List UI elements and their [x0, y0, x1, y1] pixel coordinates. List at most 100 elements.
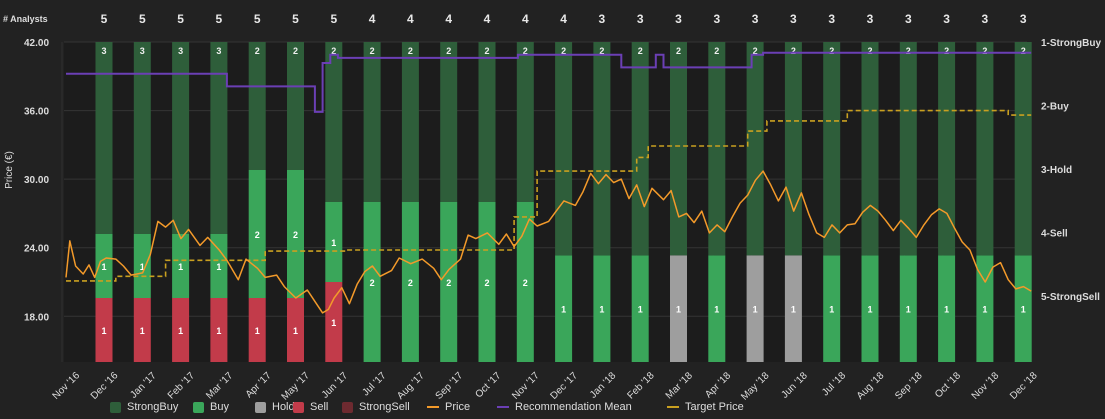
- y-tick-label: 42.00: [24, 38, 49, 49]
- bar-value-label: 2: [446, 46, 451, 56]
- legend-item-hold[interactable]: Hold: [255, 398, 295, 416]
- bar-value-label: 1: [867, 305, 872, 315]
- bar-segment-sb: [899, 42, 917, 256]
- bar-value-label: 1: [599, 305, 604, 315]
- legend-label: StrongBuy: [127, 401, 179, 413]
- analyst-count: 4: [407, 12, 414, 26]
- bar-value-label: 1: [714, 305, 719, 315]
- bar-value-label: 1: [178, 326, 183, 336]
- legend-item-recommendation-mean[interactable]: Recommendation Mean: [497, 398, 632, 416]
- bar-value-label: 2: [1021, 46, 1026, 56]
- bar-value-label: 2: [408, 278, 413, 288]
- bar-segment-sb: [1014, 42, 1032, 256]
- legend-item-buy[interactable]: Buy: [193, 398, 229, 416]
- y-tick-label: 30.00: [24, 175, 49, 186]
- bar-segment-buy: [899, 255, 917, 362]
- x-tick-label: Mar '17: [204, 370, 235, 401]
- bar-segment-sb: [938, 42, 956, 256]
- analyst-count: 5: [216, 12, 223, 26]
- bar-segment-sell: [210, 298, 228, 362]
- legend-item-price[interactable]: Price: [427, 398, 470, 416]
- bar-segment-buy: [401, 202, 419, 362]
- bar-segment-sb: [401, 42, 419, 202]
- bar-value-label: 2: [944, 46, 949, 56]
- bar-segment-buy: [593, 255, 611, 362]
- bar-value-label: 1: [1021, 305, 1026, 315]
- bar-value-label: 1: [753, 305, 758, 315]
- right-axis-label: 2-Buy: [1041, 102, 1069, 113]
- legend-item-strongbuy[interactable]: StrongBuy: [110, 398, 178, 416]
- bar-segment-buy: [1014, 255, 1032, 362]
- bar-segment-sell: [287, 298, 304, 362]
- bar-segment-sb: [976, 42, 994, 256]
- bar-value-label: 1: [101, 262, 106, 272]
- bar-segment-sb: [210, 42, 228, 234]
- legend-swatch: [110, 401, 121, 413]
- bar-value-label: 1: [178, 262, 183, 272]
- plot-area: [64, 42, 1027, 362]
- analyst-count: 5: [101, 12, 108, 26]
- bar-value-label: 2: [370, 278, 375, 288]
- y-tick-label: 24.00: [24, 244, 49, 255]
- analyst-count: 5: [330, 12, 337, 26]
- analyst-count: 5: [177, 12, 184, 26]
- bar-segment-sell: [133, 298, 151, 362]
- analyst-count: 3: [982, 12, 989, 26]
- bar-segment-buy: [976, 255, 994, 362]
- bar-value-label: 3: [140, 46, 145, 56]
- analyst-count: 3: [599, 12, 606, 26]
- legend-label: Hold: [272, 401, 295, 413]
- bar-segment-sb: [861, 42, 879, 256]
- legend-item-sell[interactable]: Sell: [293, 398, 328, 416]
- bar-value-label: 2: [255, 230, 260, 240]
- legend-item-strongsell[interactable]: StrongSell: [342, 398, 410, 416]
- bar-value-label: 2: [599, 46, 604, 56]
- bar-segment-buy: [172, 234, 190, 298]
- bar-value-label: 2: [293, 46, 298, 56]
- bar-segment-buy: [555, 255, 573, 362]
- bar-segment-buy: [631, 255, 649, 362]
- right-axis-label: 4-Sell: [1041, 229, 1068, 240]
- right-axis-label: 1-StrongBuy: [1041, 38, 1101, 49]
- analyst-count: 4: [522, 12, 529, 26]
- bar-value-label: 1: [255, 326, 260, 336]
- bar-segment-sb: [133, 42, 151, 234]
- analyst-count: 3: [752, 12, 759, 26]
- analyst-count: 3: [828, 12, 835, 26]
- bar-value-label: 3: [101, 46, 106, 56]
- bar-segment-sb: [516, 42, 534, 202]
- bar-value-label: 2: [484, 46, 489, 56]
- legend-swatch: [667, 406, 679, 408]
- y-tick-label: 36.00: [24, 107, 49, 118]
- x-tick-label: Jul '18: [820, 370, 848, 398]
- bar-value-label: 3: [178, 46, 183, 56]
- legend-label: Sell: [310, 401, 329, 413]
- right-axis-label: 3-Hold: [1041, 165, 1072, 176]
- bar-segment-sell: [95, 298, 113, 362]
- x-tick-label: Jan '17: [128, 370, 159, 401]
- bar-value-label: 2: [561, 46, 566, 56]
- bar-segment-buy: [210, 234, 228, 298]
- x-tick-label: Jul '17: [361, 370, 389, 398]
- analyst-count: 3: [790, 12, 797, 26]
- bar-value-label: 2: [867, 46, 872, 56]
- bar-value-label: 1: [216, 262, 221, 272]
- bar-value-label: 2: [255, 46, 260, 56]
- legend-swatch: [342, 401, 353, 413]
- target-price-line: [66, 109, 1032, 282]
- analysts-axis-title: # Analysts: [3, 14, 48, 24]
- bar-segment-buy: [708, 255, 726, 362]
- rating-bars: 1 1 3 1 1 3 1 1 3 1 1 3 1 2 2 1 2 2 1 1 2 2 2 2 2 2 2 2 2 2 2 1 2 1 2 1 2 1 2 1…: [95, 42, 1032, 362]
- bar-value-label: 1: [906, 305, 911, 315]
- legend-item-target-price[interactable]: Target Price: [667, 398, 744, 416]
- analyst-count: 3: [637, 12, 644, 26]
- bar-value-label: 2: [676, 46, 681, 56]
- y-tick-label: 18.00: [24, 312, 49, 323]
- bar-segment-sb: [631, 42, 649, 256]
- legend-swatch: [255, 401, 266, 413]
- bar-segment-sb: [440, 42, 458, 202]
- x-tick-label: Oct '17: [473, 370, 503, 400]
- legend-label: Target Price: [685, 401, 744, 413]
- right-axis-label: 5-StrongSell: [1041, 292, 1100, 303]
